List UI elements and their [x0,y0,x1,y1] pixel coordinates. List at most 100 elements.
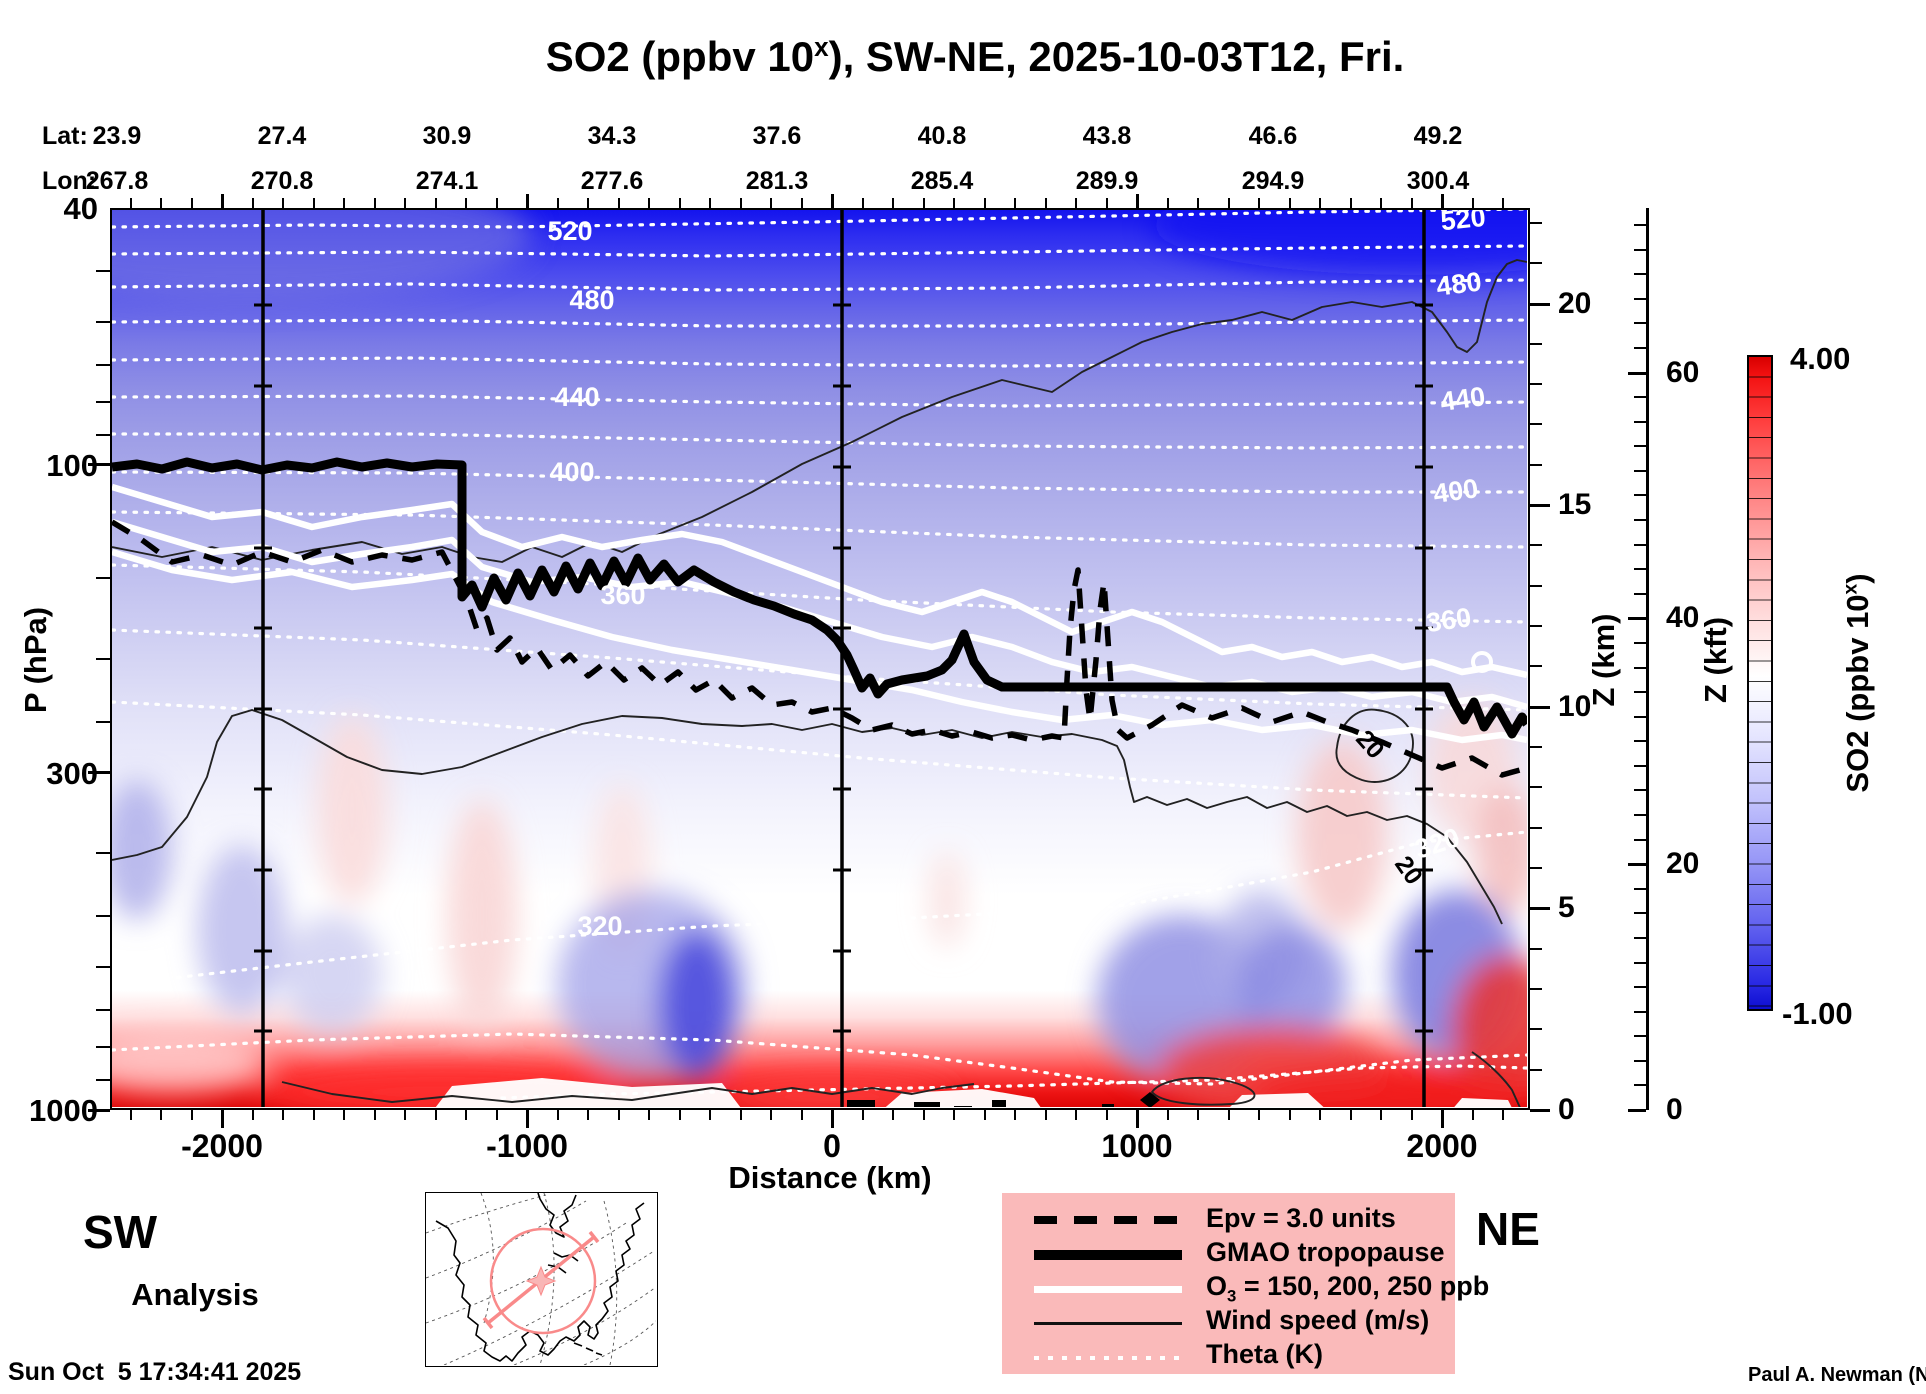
lat-row-label: Lat: [42,122,88,150]
z-km-tick [1530,221,1542,224]
x-axis-top-tick [1319,198,1321,208]
z-km-tick [1530,1028,1542,1031]
pressure-minor-tick [96,852,110,855]
x-axis-tick [800,1110,803,1120]
theta-contour-labels: 520 520 480 480 440 440 400 400 360 360 … [547,210,1487,941]
z-km-axis-title: Z (km) [1586,613,1621,707]
legend-row: Wind speed (m/s) [1002,1305,1455,1339]
x-axis-top-tick [404,198,406,208]
x-axis-tick [251,1110,254,1120]
x-axis-tick [1075,1110,1077,1120]
x-axis-top-tick [160,198,162,208]
z-km-tick [1530,463,1542,466]
z-kft-tick [1628,1109,1646,1112]
svg-text:440: 440 [1438,381,1487,417]
x-axis-top-tick [1105,198,1108,208]
x-axis-tick [556,1110,559,1120]
legend: Epv = 3.0 units GMAO tropopause O3 = 150, … [1002,1193,1489,1374]
lon-value: 294.9 [1241,167,1305,195]
z-kft-tick-label: 20 [1666,847,1700,881]
lat-value: 46.6 [1248,122,1298,150]
pressure-minor-tick [96,269,110,272]
distance-tick-label: 1000 [1101,1128,1173,1164]
legend-sample-thick-black [1034,1250,1182,1260]
x-axis-tick [831,1110,834,1128]
svg-text:480: 480 [569,285,614,315]
pressure-minor-tick [96,965,110,968]
z-kft-tick [1634,248,1646,251]
legend-sample-thin-black [1034,1322,1182,1325]
svg-text:520: 520 [1439,210,1487,236]
x-axis-tick [770,1110,772,1120]
lat-value: 30.9 [422,122,472,150]
x-axis-tick [373,1110,376,1120]
z-kft-tick [1634,592,1646,595]
x-axis-top-tick [678,198,681,208]
legend-sample-dashed-black [1034,1216,1182,1224]
z-km-tick [1530,947,1542,950]
x-axis-top-tick [1075,198,1077,208]
z-kft-tick [1634,469,1646,472]
x-axis-tick [739,1110,742,1120]
legend-label: Epv = 3.0 units [1206,1203,1396,1238]
z-km-tick [1530,907,1550,911]
z-kft-tick [1634,1084,1646,1087]
plot-canvas: 520 520 480 480 440 440 400 400 360 360 … [112,210,1528,1108]
lat-value: 23.9 [92,122,142,150]
z-kft-tick [1634,1010,1646,1013]
z-kft-tick [1634,838,1646,841]
legend-text: Theta (K) [1206,1339,1323,1369]
z-kft-tick [1634,789,1646,792]
pressure-minor-tick [96,914,110,917]
distance-tick-label: -1000 [486,1128,568,1164]
x-axis-top-tick [739,198,742,208]
credit: Paul A. Newman (NASA [1748,1364,1926,1386]
x-axis-top-tick [1014,198,1016,208]
x-axis-tick [434,1110,437,1120]
page-title: SO2 (ppbv 10x), SW-NE, 2025-10-03T12, Fr… [300,32,1650,81]
z-km-tick-label: 5 [1558,891,1575,925]
x-axis-tick [190,1110,193,1120]
legend-text-suffix: = 150, 200, 250 ppb [1236,1271,1490,1301]
x-axis-tick [1136,1110,1139,1128]
z-kft-tick [1628,863,1646,867]
pressure-minor-tick [96,434,110,437]
z-kft-tick [1634,986,1646,989]
z-km-tick [1530,746,1542,749]
z-km-tick [1530,383,1542,386]
x-axis-top-tick [1197,198,1199,208]
x-axis-tick [1319,1110,1321,1120]
z-km-tick [1530,504,1550,508]
z-km-tick [1530,1109,1550,1112]
z-kft-tick [1634,1059,1646,1062]
x-axis-top-tick [983,198,986,208]
x-axis-top-tick [312,198,315,208]
x-axis-top-tick [648,198,650,208]
x-axis-top-tick [770,198,772,208]
x-axis-tick [953,1110,955,1120]
z-km-tick-label: 0 [1558,1093,1575,1126]
legend-text: Wind speed (m/s) [1206,1305,1430,1335]
legend-text: Epv = 3.0 units [1206,1203,1396,1233]
legend-row: Theta (K) [1002,1339,1455,1373]
pressure-minor-tick [96,363,110,366]
map-inset [425,1192,658,1367]
x-axis-tick [892,1110,894,1120]
z-km-tick [1530,988,1542,991]
title-prefix: SO2 (ppbv 10 [545,33,815,80]
svg-text:440: 440 [554,382,599,412]
pressure-minor-tick [96,401,110,404]
x-axis-top-tick [861,198,864,208]
legend-text-sub: 3 [1227,1286,1237,1306]
x-axis-tick [587,1110,589,1120]
z-kft-tick [1634,912,1646,915]
x-axis-top-tick [709,198,711,208]
pressure-minor-tick [96,658,110,660]
z-kft-tick [1634,961,1646,964]
z-kft-tick [1634,297,1646,300]
legend-label: GMAO tropopause [1206,1237,1445,1272]
x-axis-tick [129,1110,132,1120]
z-km-tick [1530,826,1542,829]
x-axis-tick [983,1110,986,1120]
legend-label: Theta (K) [1206,1339,1323,1374]
